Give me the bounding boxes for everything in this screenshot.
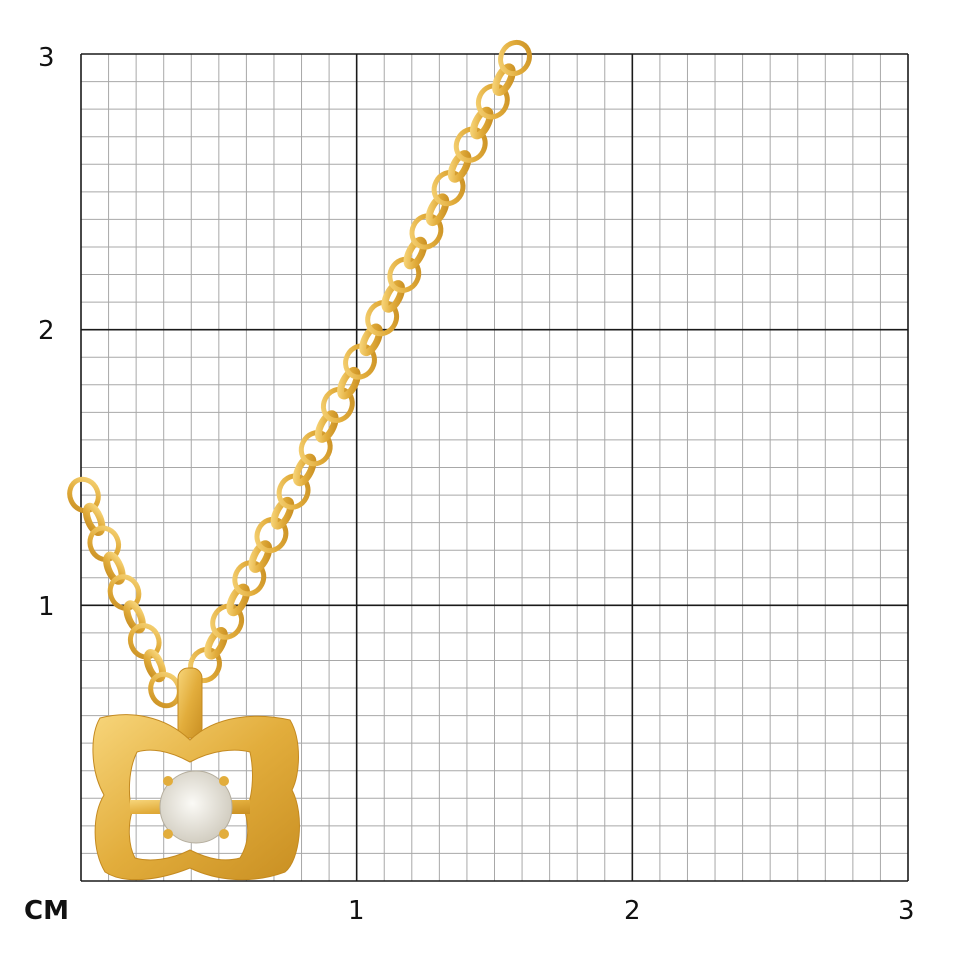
chain-link [475, 83, 510, 120]
chain-link [447, 150, 472, 183]
chain-link [492, 63, 516, 96]
chain-link [387, 256, 422, 293]
y-tick-label: 3 [38, 43, 55, 73]
chain-link [469, 106, 494, 140]
pendant [92, 667, 300, 881]
chain-link [276, 473, 311, 510]
pendant-frame [92, 714, 300, 881]
y-tick-label: 2 [38, 316, 55, 346]
chain [67, 39, 532, 709]
prong [219, 776, 229, 786]
chain-link [425, 193, 450, 227]
chain-link [143, 648, 167, 683]
x-tick-label: 1 [348, 896, 365, 926]
chain-link [365, 300, 400, 337]
chain-link [82, 502, 106, 537]
chain-link [337, 366, 361, 400]
unit-label: СМ [24, 896, 69, 926]
chain-link [103, 551, 126, 585]
pendant-bail [177, 667, 203, 739]
diamond [159, 770, 233, 844]
chain-link [292, 453, 317, 487]
chain-link [431, 169, 466, 207]
chain-link [248, 540, 273, 573]
chain-link [343, 343, 377, 380]
chain-link [123, 600, 146, 634]
chain-link [298, 430, 333, 467]
chain-link [270, 496, 295, 530]
chain-link [498, 39, 532, 77]
y-tick-label: 1 [38, 592, 55, 622]
chain-link [210, 603, 245, 640]
chain-link [314, 410, 339, 443]
chain-link [204, 627, 228, 660]
x-tick-label: 2 [624, 896, 641, 926]
chain-link [381, 280, 406, 313]
prong [219, 829, 229, 839]
chain-link [409, 213, 444, 250]
prong [163, 776, 173, 786]
x-tick-label: 3 [898, 896, 915, 926]
chain-link [403, 236, 428, 270]
chain-link [254, 516, 289, 554]
chain-link [232, 560, 267, 597]
chain-link [453, 126, 488, 163]
prong [163, 829, 173, 839]
chain-link [226, 583, 251, 617]
chain-link [359, 323, 383, 357]
chain-link [320, 386, 355, 423]
